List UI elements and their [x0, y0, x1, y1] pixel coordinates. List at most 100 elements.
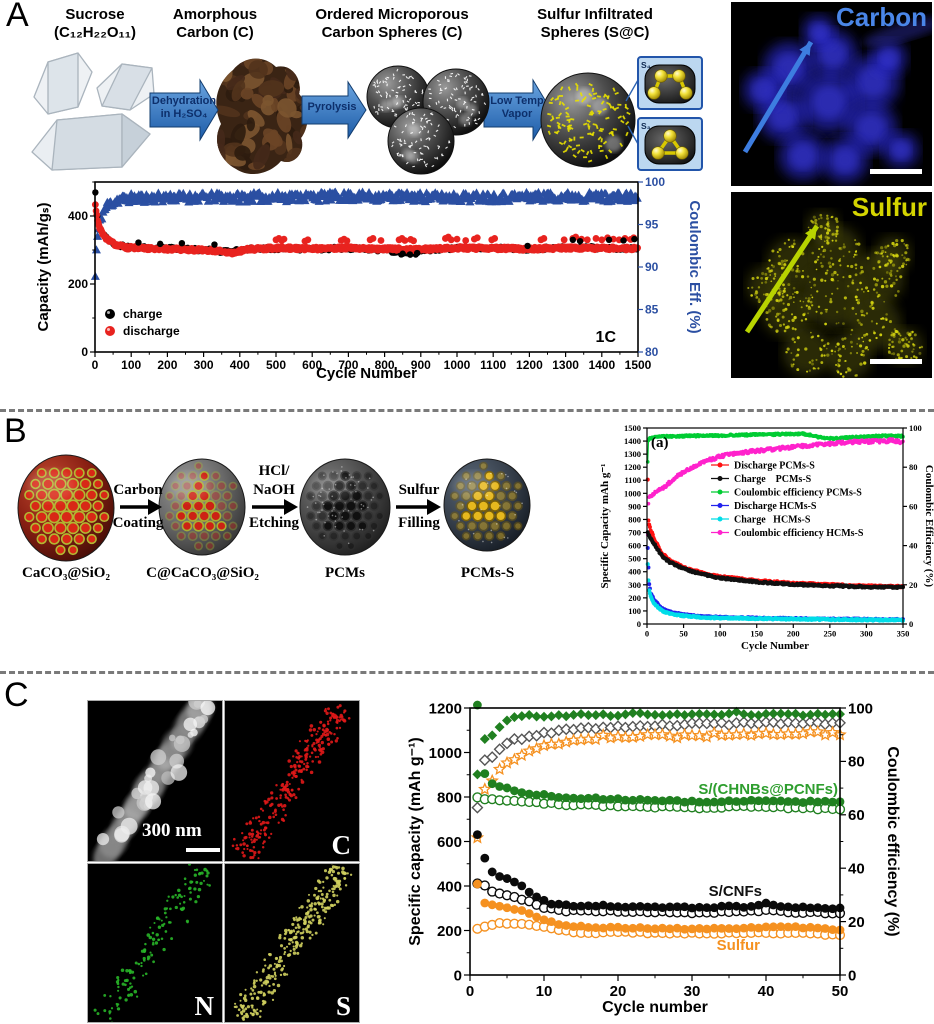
chart-text: Cycle number	[602, 999, 708, 1016]
series-coulombic-efficiency-pcms-s	[645, 431, 905, 464]
chart-text: Capacity (mAh/gₛ)	[35, 203, 52, 332]
chart-text: 1100	[624, 475, 641, 485]
eds-map-sulfur: Sulfur	[731, 192, 932, 378]
panel-a-schematic: S₄ S₃	[31, 52, 703, 175]
chart-text: 400	[230, 358, 250, 372]
series-discharge-sulfur	[473, 879, 845, 935]
stem-image: 300 nm	[87, 700, 223, 862]
stage-title-sulfur-spheres: Sulfur Infiltrated Spheres (S@C)	[505, 6, 685, 42]
dot-sphere	[158, 458, 246, 556]
chart-text: 1000	[429, 745, 462, 762]
series-discharge	[91, 201, 642, 258]
chart-text: 200	[68, 277, 88, 291]
arrow-label-line: in H₂SO₄	[160, 108, 208, 120]
chart-text: Coulombic efficiency HCMs-S	[734, 528, 864, 539]
chart-text: Coulombic Efficiency (%)	[923, 465, 934, 588]
chart-text: 500	[266, 358, 286, 372]
chart-text: 80	[848, 754, 865, 771]
chart-text: Coulombic efficiency PCMs-S	[734, 488, 862, 499]
chart-text: 1200	[624, 462, 641, 472]
eds-map-c: C	[224, 700, 360, 862]
chart-text: 400	[68, 209, 88, 223]
stage-title-sucrose: Sucrose (C₁₂H₂₂O₁₁)	[30, 6, 160, 42]
stem-image-content	[88, 701, 222, 861]
chart-text: 600	[302, 358, 322, 372]
chart-text: 700	[628, 528, 641, 538]
b-stage-caco3-sio2: CaCO₃@SiO₂	[22, 565, 110, 581]
chart-text: 0	[92, 358, 99, 372]
sulfur-molecule-inset: S₄	[637, 56, 703, 110]
chart-text: 0	[81, 345, 88, 359]
chart-text: 20	[909, 580, 918, 590]
eds-map-sulfur-label: Sulfur	[851, 192, 927, 222]
chart-text: 80	[645, 345, 659, 359]
chart-text: 1500	[625, 358, 652, 372]
chart-text: Discharge PCMs-S	[734, 461, 815, 472]
chart-text: 100	[714, 629, 727, 639]
chart-text: Specific capacity (mAh g⁻¹)	[407, 737, 424, 946]
chart-text: 250	[823, 629, 836, 639]
chart-text: 1500	[624, 423, 641, 433]
stage-title-line: Sulfur Infiltrated	[537, 6, 653, 23]
chart-text: 300	[860, 629, 873, 639]
series-ce-sulfur	[470, 724, 847, 844]
b-arrow-label-naoh: NaOH	[253, 482, 295, 498]
arrow-label-dehydration: Dehydration in H₂SO₄	[147, 95, 221, 121]
chart-text: 0	[466, 983, 474, 1000]
chart-text: 200	[787, 629, 800, 639]
panel-b-label: B	[4, 412, 27, 450]
chart-text: 100	[628, 606, 641, 616]
stage-title-amorphous-carbon: Amorphous Carbon (C)	[150, 6, 280, 42]
panel-c-label: C	[4, 676, 29, 714]
b-arrow-label-carbon: Carbon	[113, 482, 163, 498]
scale-bar	[870, 169, 922, 174]
stage-title-line: Amorphous	[172, 6, 258, 23]
chart-text: 1400	[624, 436, 641, 446]
chart-text: 50	[832, 983, 849, 1000]
chart-text: 500	[628, 554, 641, 564]
stage-title-line: Sucrose	[65, 6, 125, 23]
dot-sphere	[443, 458, 531, 552]
chart-text: 1300	[624, 449, 641, 459]
chart-text: charge	[123, 307, 163, 321]
b-stage-pcms: PCMs	[325, 565, 365, 581]
b-arrow-label-sulfur: Sulfur	[398, 482, 440, 498]
chart-text: 80	[909, 462, 918, 472]
scale-bar	[870, 359, 922, 364]
chart-text: 100	[909, 423, 922, 433]
eds-map-carbon-image	[731, 2, 932, 186]
series-charge-bumps	[135, 235, 638, 258]
chart-text: 95	[645, 218, 659, 232]
chart-text: 30	[684, 983, 701, 1000]
eds-map-s-label: S	[335, 991, 351, 1021]
chart-text: Sulfur	[717, 937, 760, 954]
b-stage-c-caco3-sio2: C@CaCO₃@SiO₂	[146, 565, 259, 581]
inset-label: S₃	[641, 121, 651, 131]
panel-separator	[0, 409, 934, 412]
chart-text: 1000	[444, 358, 471, 372]
chart-text: 40	[848, 860, 865, 877]
eds-map-c-content	[225, 701, 359, 861]
chart-text: 1300	[552, 358, 579, 372]
chart-text: 100	[848, 700, 873, 717]
series-ce-s-chnbs-pcnfs	[472, 706, 845, 780]
dot-sphere	[299, 458, 391, 556]
chart-text: Coulombic Eff. (%)	[686, 200, 703, 333]
series-discharge-bumps	[272, 233, 638, 245]
chart-text: 40	[758, 983, 775, 1000]
series-coulombic-efficiency-hcms-s	[645, 437, 905, 537]
arrow-label-low-temp-vapor: Low Temp Vapor	[482, 95, 552, 121]
chart-text: 200	[437, 923, 462, 940]
eds-map-n-label: N	[194, 991, 215, 1021]
stage-title-line: Ordered Microporous	[315, 6, 469, 23]
chart-text: 20	[848, 914, 865, 931]
chart-text: 200	[628, 593, 641, 603]
arrow-label-pyrolysis: Pyrolysis	[299, 101, 365, 114]
chart-text: 1C	[596, 329, 617, 346]
panel-separator	[0, 671, 934, 674]
eds-map-carbon-label: Carbon	[836, 2, 927, 32]
scale-bar	[186, 848, 220, 852]
chart-text: 300	[194, 358, 214, 372]
eds-map-sulfur-image	[731, 192, 932, 378]
